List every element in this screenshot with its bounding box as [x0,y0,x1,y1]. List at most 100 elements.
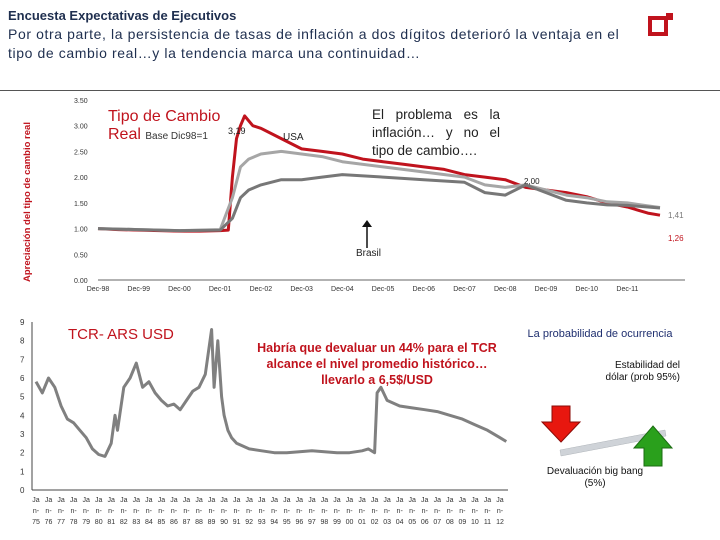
top-chart-title: Tipo de Cambio Real Base Dic98=1 [108,108,220,144]
top-y-tick-label: 2.00 [74,175,88,182]
bottom-x-tick-prefix2: n- [321,508,328,515]
stability-label: Estabilidad del dólar (prob 95%) [605,360,680,383]
bottom-x-tick-label: 98 [321,519,329,526]
bottom-x-tick-prefix2: n- [33,508,40,515]
top-x-tick-label: Dec-10 [575,286,598,293]
top-y-tick-label: 0.50 [74,252,88,259]
header-divider [0,90,720,91]
bottom-x-tick-prefix2: n- [121,508,128,515]
bottom-x-tick-label: 78 [70,519,78,526]
top-series-brasil [97,173,661,233]
bottom-y-tick-label: 0 [20,486,25,495]
bottom-chart-title: TCR- ARS USD [68,326,174,343]
bottom-x-tick-label: 05 [408,519,416,526]
bottom-callout: Habría que devaluar un 44% para el TCR a… [257,341,497,387]
bottom-x-tick-prefix: Ja [346,497,354,504]
top-y-tick-label: 3.50 [74,98,88,105]
bottom-chart-axes [31,322,508,491]
annotation-peak: 3,19 [228,126,246,136]
bottom-x-tick-label: 09 [458,519,466,526]
bottom-x-tick-prefix2: n- [196,508,203,515]
bottom-x-tick-prefix2: n- [171,508,178,515]
probability-graphic [540,405,674,467]
bottom-x-tick-label: 94 [270,519,278,526]
top-x-tick-label: Dec-05 [372,286,395,293]
top-x-tick-label: Dec-09 [535,286,558,293]
bottom-x-tick-label: 08 [446,519,454,526]
bottom-x-tick-label: 88 [195,519,203,526]
bottom-y-tick-label: 4 [20,411,25,420]
bottom-x-tick-prefix: Ja [296,497,304,504]
bottom-x-tick-prefix: Ja [459,497,467,504]
bottom-y-tick-label: 2 [20,449,25,458]
bottom-x-tick-prefix2: n- [309,508,316,515]
bottom-x-tick-prefix2: n- [96,508,103,515]
bottom-x-tick-label: 83 [132,519,140,526]
bottom-x-tick-prefix: Ja [283,497,291,504]
bottom-x-tick-label: 03 [383,519,391,526]
bottom-x-tick-prefix: Ja [383,497,391,504]
bottom-y-tick-label: 9 [20,318,25,327]
bottom-x-tick-prefix2: n- [45,508,52,515]
up-arrow-icon [632,425,674,467]
bottom-x-tick-prefix2: n- [472,508,479,515]
top-y-tick-label: 3.00 [74,124,88,131]
bottom-x-tick-prefix2: n- [208,508,215,515]
bottom-x-tick-prefix: Ja [371,497,379,504]
bottom-x-tick-label: 87 [183,519,191,526]
top-x-tick-label: Dec-01 [209,286,232,293]
bottom-x-tick-prefix2: n- [183,508,190,515]
bottom-x-tick-prefix: Ja [446,497,454,504]
annotation-200: 2,00 [524,177,540,186]
bottom-y-tick-label: 3 [20,430,25,439]
balance-bar [559,429,667,457]
bottom-x-tick-prefix: Ja [95,497,103,504]
bottom-x-tick-prefix2: n- [246,508,253,515]
bottom-y-tick-label: 6 [20,374,25,383]
bottom-x-tick-prefix: Ja [208,497,216,504]
top-chart-title-real: Real [108,126,141,143]
bottom-x-tick-label: 07 [433,519,441,526]
bottom-x-tick-prefix: Ja [183,497,191,504]
bottom-x-tick-prefix2: n- [397,508,404,515]
bottom-x-tick-prefix: Ja [133,497,141,504]
top-chart-lines [97,114,661,233]
bottom-x-tick-label: 82 [120,519,128,526]
bottom-x-tick-prefix: Ja [108,497,116,504]
top-chart-ylabel: Apreciación del tipo de cambio real [22,122,33,282]
bottom-x-tick-prefix2: n- [359,508,366,515]
devaluation-label: Devaluación big bang (5%) [546,466,644,489]
bottom-x-tick-prefix2: n- [146,508,153,515]
top-chart-title-base: Base Dic98=1 [145,131,208,142]
bottom-x-tick-label: 04 [396,519,404,526]
bottom-x-tick-prefix: Ja [57,497,65,504]
bottom-x-tick-prefix2: n- [284,508,291,515]
up-arrow-icon [362,220,372,248]
bottom-x-tick-prefix2: n- [158,508,165,515]
annotation-126: 1,26 [668,234,684,243]
bottom-x-tick-prefix2: n- [71,508,78,515]
page-title: Encuesta Expectativas de Ejecutivos [8,8,237,23]
bottom-x-tick-prefix2: n- [259,508,266,515]
bottom-x-tick-label: 90 [220,519,228,526]
bottom-x-tick-label: 86 [170,519,178,526]
bottom-x-tick-label: 85 [158,519,166,526]
bottom-x-tick-prefix: Ja [32,497,40,504]
bottom-x-tick-prefix: Ja [258,497,266,504]
bottom-x-tick-prefix2: n- [447,508,454,515]
bottom-x-tick-prefix: Ja [271,497,279,504]
bottom-x-tick-prefix: Ja [333,497,341,504]
bottom-x-tick-prefix: Ja [421,497,429,504]
page-subtitle: Por otra parte, la persistencia de tasas… [8,26,620,61]
bottom-chart-x-ticks: Ja n- 75 Ja n- 76 Ja n- 77 Ja n- 78 Ja n- 79 Ja n- 80 Ja n-… [32,497,504,526]
bottom-x-tick-label: 79 [82,519,90,526]
bottom-x-tick-prefix: Ja [170,497,178,504]
bottom-x-tick-prefix: Ja [120,497,128,504]
bottom-x-tick-prefix2: n- [271,508,278,515]
bottom-x-tick-label: 06 [421,519,429,526]
bottom-chart: Jan-75Jan-76Jan-77Jan-78Jan-79Jan-80Jan-… [20,318,508,526]
bottom-series-tcr [34,328,508,458]
bottom-x-tick-label: 96 [295,519,303,526]
bottom-x-tick-label: 84 [145,519,153,526]
bottom-x-tick-prefix2: n- [346,508,353,515]
